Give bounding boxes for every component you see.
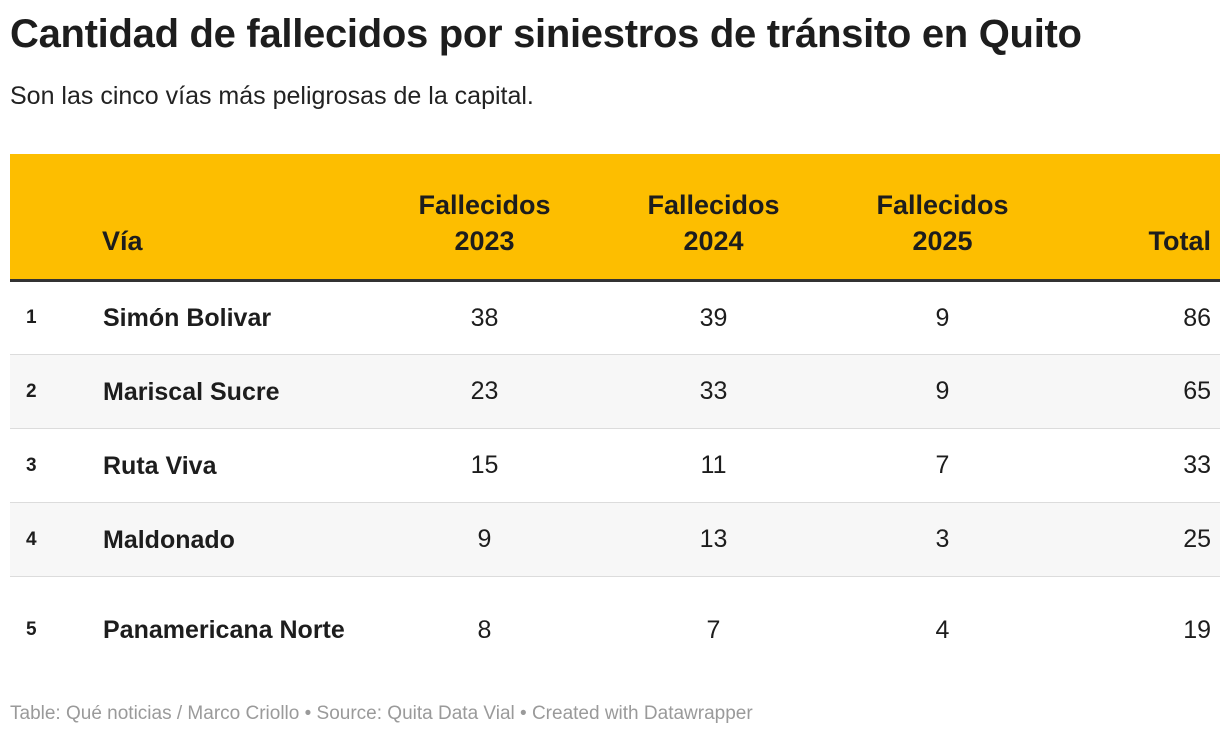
row-rank: 3 <box>10 428 102 503</box>
row-2024: 13 <box>599 502 828 577</box>
chart-title: Cantidad de fallecidos por siniestros de… <box>10 12 1082 56</box>
row-total: 65 <box>1057 354 1220 429</box>
row-via: Simón Bolivar <box>102 280 370 355</box>
row-2024: 7 <box>706 615 721 644</box>
row-2023: 8 <box>477 615 492 644</box>
table-row: 4 Maldonado 9 13 3 25 <box>10 502 1220 577</box>
header-row: Vía Fallecidos 2023 Fallecidos 2024 Fall… <box>10 154 1220 282</box>
data-table: Vía Fallecidos 2023 Fallecidos 2024 Fall… <box>10 154 1220 684</box>
header-2025-line2: 2025 <box>912 226 973 256</box>
row-total: 86 <box>1057 280 1220 355</box>
row-2025: 4 <box>935 615 950 644</box>
header-2025-line1: Fallecidos <box>876 190 1009 220</box>
row-2025: 9 <box>828 354 1057 429</box>
header-2024-line1: Fallecidos <box>647 190 780 220</box>
row-total: 19 <box>1183 615 1211 644</box>
chart-subtitle: Son las cinco vías más peligrosas de la … <box>10 82 534 110</box>
row-2025: 7 <box>828 428 1057 503</box>
table-row: 1 Simón Bolivar 38 39 9 86 <box>10 280 1220 355</box>
row-rank: 2 <box>10 354 102 429</box>
header-2023-line1: Fallecidos <box>418 190 551 220</box>
row-2024: 39 <box>599 280 828 355</box>
table-row: 5 Panamericana Norte 8 7 4 19 <box>10 577 1220 684</box>
header-2023: Fallecidos 2023 <box>370 154 599 282</box>
row-2023: 9 <box>370 502 599 577</box>
table-header: Vía Fallecidos 2023 Fallecidos 2024 Fall… <box>10 154 1220 282</box>
row-2024: 11 <box>599 428 828 503</box>
row-rank: 1 <box>10 280 102 355</box>
table-row: 3 Ruta Viva 15 11 7 33 <box>10 428 1220 503</box>
row-via: Maldonado <box>102 502 370 577</box>
table-body: 1 Simón Bolivar 38 39 9 86 2 Mariscal Su… <box>10 280 1220 684</box>
row-2023: 15 <box>370 428 599 503</box>
row-via: Ruta Viva <box>102 428 370 503</box>
row-2025: 3 <box>828 502 1057 577</box>
header-2024-line2: 2024 <box>683 226 744 256</box>
row-2024: 33 <box>599 354 828 429</box>
header-via: Vía <box>102 154 370 282</box>
row-total: 33 <box>1057 428 1220 503</box>
header-total: Total <box>1057 154 1220 282</box>
row-via: Panamericana Norte <box>103 616 345 645</box>
row-rank: 5 <box>26 619 37 641</box>
header-2023-line2: 2023 <box>454 226 515 256</box>
row-2023: 38 <box>370 280 599 355</box>
row-total: 25 <box>1057 502 1220 577</box>
chart-footer: Table: Qué noticias / Marco Criollo • So… <box>10 703 753 724</box>
row-via: Mariscal Sucre <box>102 354 370 429</box>
row-2023: 23 <box>370 354 599 429</box>
header-rank <box>10 154 102 282</box>
row-rank: 4 <box>10 502 102 577</box>
table-row: 2 Mariscal Sucre 23 33 9 65 <box>10 354 1220 429</box>
header-2024: Fallecidos 2024 <box>599 154 828 282</box>
row-2025: 9 <box>828 280 1057 355</box>
header-2025: Fallecidos 2025 <box>828 154 1057 282</box>
